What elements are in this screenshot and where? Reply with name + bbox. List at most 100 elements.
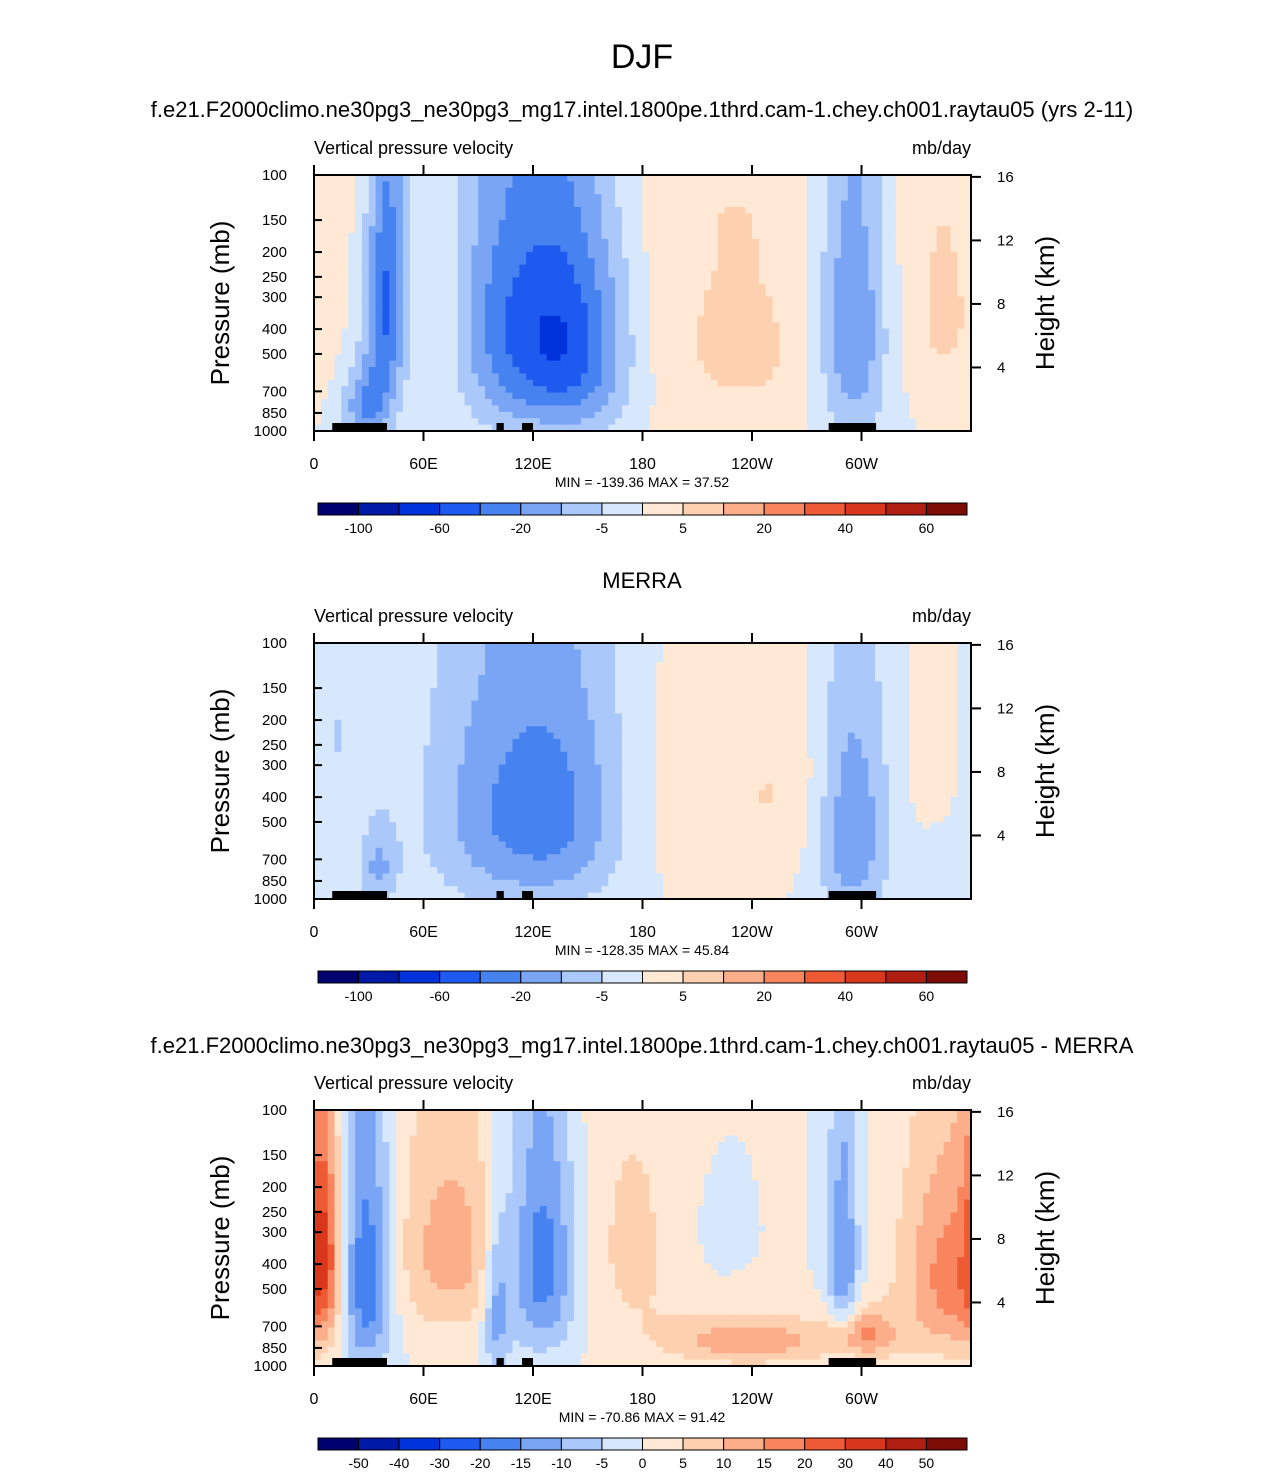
field-cell	[485, 719, 493, 727]
field-cell	[355, 175, 363, 182]
field-cell	[683, 245, 691, 253]
field-cell	[895, 200, 904, 208]
field-cell	[663, 418, 671, 426]
field-cell	[348, 867, 356, 874]
field-cell	[491, 239, 500, 246]
field-cell	[444, 815, 452, 823]
field-cell	[471, 392, 479, 400]
field-cell	[560, 335, 568, 342]
field-cell	[505, 418, 514, 426]
field-cell	[649, 309, 657, 317]
field-cell	[608, 328, 616, 336]
field-cell	[882, 296, 890, 304]
field-cell	[491, 745, 500, 753]
field-cell	[368, 175, 377, 182]
field-cell	[450, 322, 459, 330]
field-cell	[765, 226, 774, 234]
field-cell	[314, 245, 322, 253]
field-cell	[512, 207, 520, 214]
field-cell	[382, 796, 390, 804]
field-cell	[348, 213, 356, 221]
field-cell	[902, 379, 910, 387]
field-cell	[341, 713, 349, 721]
field-cell	[758, 418, 767, 426]
field-cell	[368, 296, 377, 304]
field-cell	[389, 354, 397, 362]
field-cell	[396, 847, 404, 855]
field-cell	[402, 226, 411, 234]
field-cell	[437, 360, 445, 368]
field-cell	[786, 258, 794, 266]
field-cell	[478, 681, 486, 689]
field-cell	[615, 187, 623, 195]
field-cell	[574, 277, 582, 285]
field-cell	[779, 258, 787, 266]
field-cell	[375, 879, 384, 887]
field-cell	[389, 726, 397, 734]
field-cell	[697, 232, 705, 240]
field-cell	[580, 258, 589, 266]
field-cell	[731, 226, 739, 234]
field-cell	[786, 341, 794, 349]
field-cell	[355, 367, 363, 374]
field-cell	[368, 649, 377, 657]
field-cell	[697, 405, 705, 413]
field-cell	[793, 373, 801, 381]
y2-tick-label: 4	[997, 359, 1005, 376]
field-cell	[806, 341, 815, 349]
field-cell	[450, 251, 459, 259]
field-cell	[533, 207, 541, 214]
field-cell	[361, 226, 370, 234]
field-cell	[334, 373, 342, 381]
field-cell	[683, 303, 691, 310]
field-cell	[334, 354, 342, 362]
field-cell	[909, 194, 917, 202]
field-cell	[888, 309, 897, 317]
field-cell	[402, 700, 411, 708]
field-cell	[464, 335, 472, 342]
field-cell	[464, 675, 472, 682]
field-cell	[368, 739, 377, 746]
field-cell	[334, 809, 342, 817]
field-cell	[546, 322, 555, 330]
field-cell	[423, 245, 431, 253]
field-cell	[485, 200, 493, 208]
field-cell	[806, 187, 815, 195]
field-cell	[895, 283, 904, 291]
field-cell	[758, 303, 767, 310]
field-cell	[314, 707, 322, 714]
field-cell	[923, 271, 931, 278]
field-cell	[485, 790, 493, 798]
field-cell	[827, 207, 835, 214]
field-cell	[464, 668, 472, 676]
field-cell	[888, 232, 897, 240]
field-cell	[409, 713, 418, 721]
field-cell	[457, 226, 466, 234]
field-cell	[368, 264, 377, 272]
field-cell	[327, 303, 336, 310]
field-cell	[929, 213, 938, 221]
field-cell	[868, 418, 876, 426]
field-cell	[868, 328, 876, 336]
field-cell	[341, 341, 349, 349]
field-cell	[594, 341, 603, 349]
field-cell	[950, 264, 958, 272]
field-cell	[840, 258, 849, 266]
field-cell	[478, 341, 486, 349]
field-cell	[430, 847, 438, 855]
field-cell	[382, 783, 390, 791]
field-cell	[430, 867, 438, 874]
field-cell	[957, 175, 965, 182]
field-cell	[409, 181, 418, 189]
field-cell	[457, 175, 466, 182]
field-cell	[717, 411, 726, 419]
field-cell	[533, 386, 541, 394]
field-cell	[491, 309, 500, 317]
field-cell	[882, 277, 890, 285]
field-cell	[416, 892, 425, 900]
field-cell	[793, 213, 801, 221]
field-cell	[567, 245, 575, 253]
field-cell	[669, 239, 678, 246]
field-cell	[361, 354, 370, 362]
field-cell	[368, 790, 377, 798]
